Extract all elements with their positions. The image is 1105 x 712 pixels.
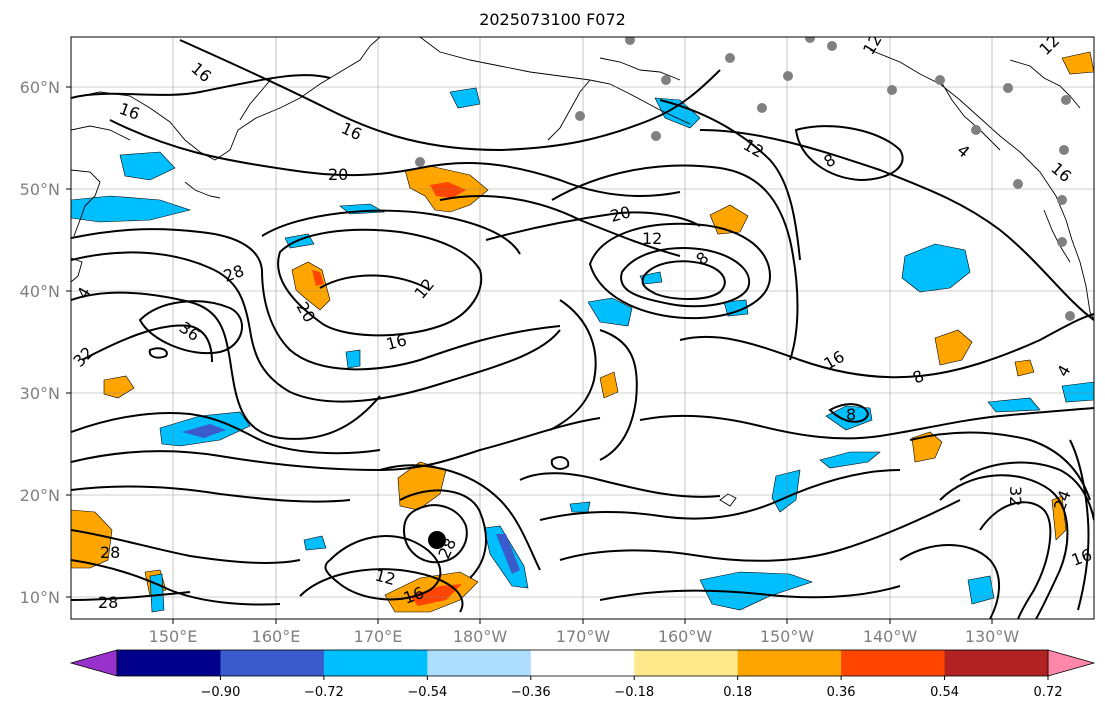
colorbar-label: 0.18: [723, 685, 752, 700]
positive-anomaly: [911, 431, 943, 463]
x-tick-label: 130°W: [965, 627, 1020, 646]
gridlines: [71, 37, 1094, 619]
contour-label: 28: [98, 593, 118, 612]
colorbar-label: 0.36: [827, 685, 856, 700]
y-tick-label: 40°N: [20, 282, 60, 301]
negative-anomaly: [901, 243, 971, 293]
colorbar-cells: [117, 650, 1049, 676]
y-tick-label: 50°N: [20, 180, 60, 199]
colorbar-cell: [530, 650, 635, 676]
negative-anomaly: [345, 349, 361, 369]
colorbar-label: −0.18: [614, 685, 654, 700]
y-tick-label: 30°N: [20, 384, 60, 403]
map-title: 2025073100 F072: [479, 10, 626, 29]
x-tick-label: 150°W: [760, 627, 815, 646]
negative-anomaly: [1061, 381, 1094, 403]
positive-anomaly: [430, 182, 466, 198]
colorbar-labels: −0.90 −0.72 −0.54 −0.36 −0.18 0.18 0.36 0.54 0.7…: [201, 676, 1063, 700]
negative-anomaly: [987, 397, 1041, 413]
colorbar-cell: [117, 650, 221, 676]
negative-anomaly: [587, 297, 633, 327]
negative-anomaly: [303, 535, 327, 551]
coastlines: [71, 37, 1094, 507]
colorbar-cell: [427, 650, 532, 676]
colorbar: −0.90 −0.72 −0.54 −0.36 −0.18 0.18 0.36 0.54 0.7…: [69, 649, 1096, 700]
colorbar-label: 0.54: [930, 685, 959, 700]
x-tick-label: 140°W: [863, 627, 918, 646]
positive-anomaly: [397, 461, 447, 511]
contour-label: 28: [100, 543, 120, 562]
storm-center-marker: [428, 531, 446, 549]
colorbar-label: −0.54: [407, 685, 447, 700]
axis-ticks: [66, 86, 993, 624]
colorbar-cell: [944, 650, 1049, 676]
contour-label: 8: [846, 405, 856, 424]
positive-anomaly: [1014, 359, 1035, 377]
positive-anomaly: [599, 371, 619, 399]
negative-anomaly: [149, 573, 165, 613]
contour-label: 16: [384, 330, 409, 354]
station-markers: [415, 37, 1075, 321]
y-tick-label: 60°N: [20, 78, 60, 97]
y-tick-label: 20°N: [20, 486, 60, 505]
y-tick-label: 10°N: [20, 588, 60, 607]
colorbar-label: −0.90: [201, 685, 241, 700]
colorbar-cell: [634, 650, 739, 676]
negative-anomaly: [699, 571, 813, 611]
contour-label: 20: [328, 165, 348, 184]
positive-anomaly: [71, 509, 113, 569]
positive-anomaly: [1061, 51, 1094, 75]
negative-anomaly: [723, 299, 749, 317]
contour-label: 20: [608, 202, 633, 226]
x-tick-label: 170°W: [556, 627, 611, 646]
shaded-field: [71, 51, 1094, 613]
contours: [71, 39, 1094, 619]
colorbar-extend-min: [69, 649, 118, 677]
positive-anomaly: [312, 270, 324, 286]
colorbar-cell: [323, 650, 428, 676]
positive-anomaly: [934, 329, 973, 366]
positive-anomaly: [410, 584, 462, 606]
x-tick-labels: 150°E 160°E 170°E 180°W 170°W 160°W 150°…: [149, 627, 1020, 646]
negative-anomaly: [182, 424, 226, 438]
colorbar-extend-max: [1047, 649, 1096, 677]
y-tick-labels: 60°N 50°N 40°N 30°N 20°N 10°N: [20, 78, 60, 607]
negative-anomaly: [825, 405, 873, 431]
colorbar-label: −0.36: [511, 685, 551, 700]
negative-anomaly: [819, 451, 881, 469]
colorbar-cell: [737, 650, 842, 676]
negative-anomaly: [496, 534, 520, 574]
negative-anomaly: [119, 151, 176, 181]
positive-anomaly: [709, 204, 749, 235]
contour-label: 12: [373, 566, 398, 590]
colorbar-cell: [220, 650, 325, 676]
colorbar-label: −0.72: [304, 685, 344, 700]
colorbar-cell: [841, 650, 946, 676]
x-tick-label: 180°W: [453, 627, 508, 646]
x-tick-label: 160°W: [658, 627, 713, 646]
x-tick-label: 170°E: [354, 627, 403, 646]
x-tick-label: 150°E: [149, 627, 198, 646]
colorbar-frame: [116, 649, 1049, 677]
colorbar-label: 0.72: [1034, 685, 1063, 700]
contour-label: 12: [642, 229, 662, 248]
x-tick-label: 160°E: [252, 627, 301, 646]
contour-label: 32: [1006, 486, 1025, 506]
plot-area: 16 16 16 20 20 12 8 12 12 8 16 28 36 32 …: [71, 37, 1094, 619]
negative-anomaly: [569, 501, 591, 513]
negative-anomaly: [71, 195, 192, 223]
